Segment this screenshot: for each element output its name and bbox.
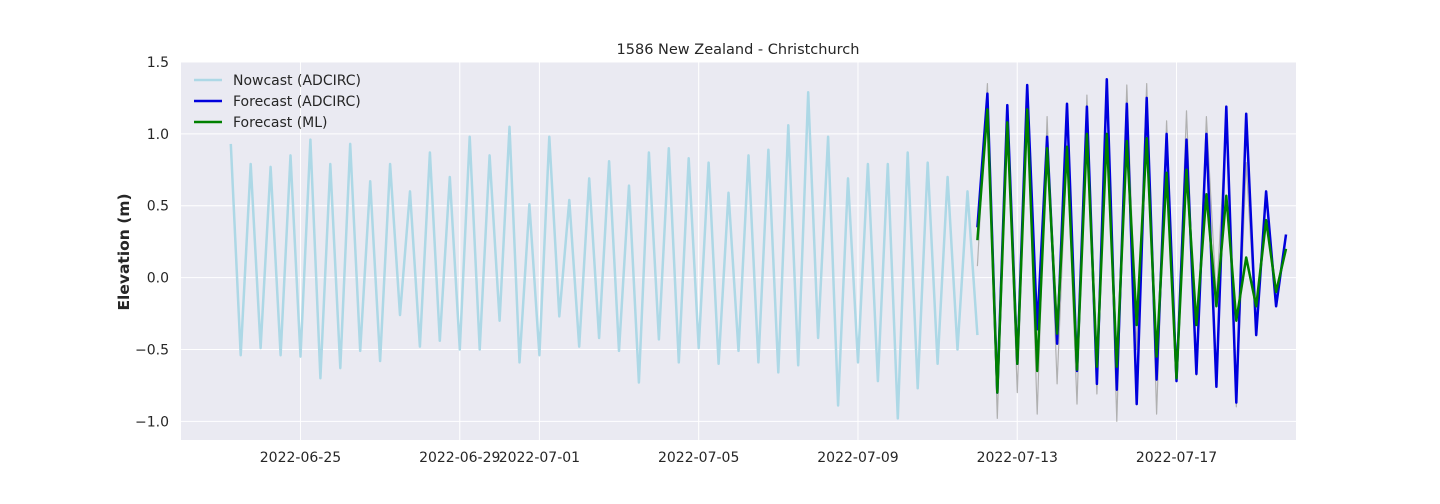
legend: Nowcast (ADCIRC) Forecast (ADCIRC) Forecas… — [194, 73, 361, 131]
legend-label: Forecast (ADCIRC) — [233, 94, 361, 110]
legend-label: Forecast (ML) — [233, 115, 328, 131]
series-line-forecast-ml — [976, 108, 1288, 394]
series-line-nowcast-adcirc — [229, 90, 979, 420]
y-tick-label: 0.0 — [147, 271, 169, 287]
chart-title: 1586 New Zealand - Christchurch — [617, 42, 860, 58]
y-tick-label: −0.5 — [135, 342, 169, 358]
y-tick-label: 1.0 — [147, 127, 169, 143]
y-tick-label: 0.5 — [147, 199, 169, 215]
x-tick-label: 2022-07-09 — [817, 450, 898, 466]
x-tick-label: 2022-07-05 — [658, 450, 739, 466]
x-tick-label: 2022-07-17 — [1136, 450, 1217, 466]
y-tick-label: −1.0 — [135, 414, 169, 430]
plot-area — [181, 62, 1296, 440]
x-tick-label: 2022-06-25 — [260, 450, 341, 466]
x-tick-label: 2022-07-13 — [977, 450, 1058, 466]
x-tick-label: 2022-07-01 — [499, 450, 580, 466]
y-tick-label: 1.5 — [147, 55, 169, 71]
x-tick-label: 2022-06-29 — [419, 450, 500, 466]
series-group — [229, 77, 1288, 422]
legend-label: Nowcast (ADCIRC) — [233, 73, 361, 89]
y-axis-label: Elevation (m) — [115, 193, 133, 310]
